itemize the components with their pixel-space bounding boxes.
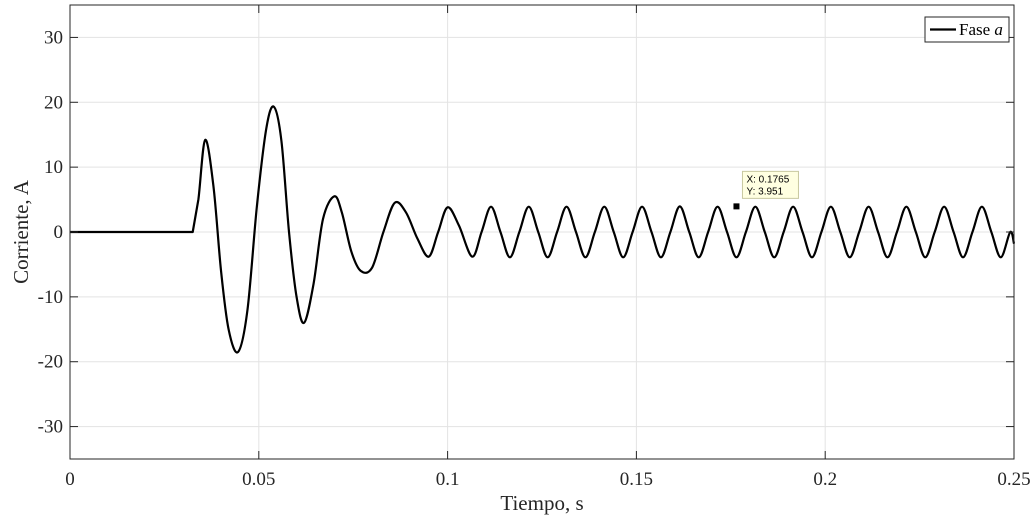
y-tick-label: 10 — [44, 157, 63, 178]
datatip-x-label: X: 0.1765 — [746, 174, 789, 185]
x-tick-label: 0.25 — [997, 469, 1030, 490]
y-tick-labels: -30 -20 -10 0 10 20 30 — [38, 27, 63, 437]
datatip-marker[interactable] — [733, 203, 740, 210]
y-tick-label: 30 — [44, 27, 63, 48]
series-line-fase-a — [70, 105, 1016, 354]
ticks — [69, 5, 1015, 459]
datatip-y-label: Y: 3.951 — [746, 186, 783, 197]
x-tick-label: 0.1 — [436, 469, 460, 490]
x-tick-label: 0.2 — [813, 469, 837, 490]
y-tick-label: -20 — [38, 352, 63, 373]
y-axis-title: Corriente, A — [9, 179, 33, 284]
y-tick-label: 20 — [44, 92, 63, 113]
x-tick-label: 0.05 — [242, 469, 275, 490]
x-tick-label: 0 — [65, 469, 75, 490]
x-tick-labels: 0 0.05 0.1 0.15 0.2 0.25 — [65, 469, 1030, 490]
series-layer — [70, 105, 1016, 354]
legend-label-italic: a — [994, 20, 1003, 39]
y-tick-label: -10 — [38, 287, 63, 308]
legend-label-prefix: Fase — [959, 20, 994, 39]
x-tick-label: 0.15 — [620, 469, 653, 490]
grid — [70, 5, 1014, 459]
x-axis-title: Tiempo, s — [500, 491, 583, 515]
y-tick-label: -30 — [38, 417, 63, 438]
legend[interactable]: Fase a — [924, 16, 1010, 43]
legend-label: Fase a — [959, 20, 1003, 39]
datatip-box — [741, 170, 799, 199]
datatip[interactable]: X: 0.1765 Y: 3.951 — [733, 170, 799, 210]
y-tick-label: 0 — [54, 222, 64, 243]
